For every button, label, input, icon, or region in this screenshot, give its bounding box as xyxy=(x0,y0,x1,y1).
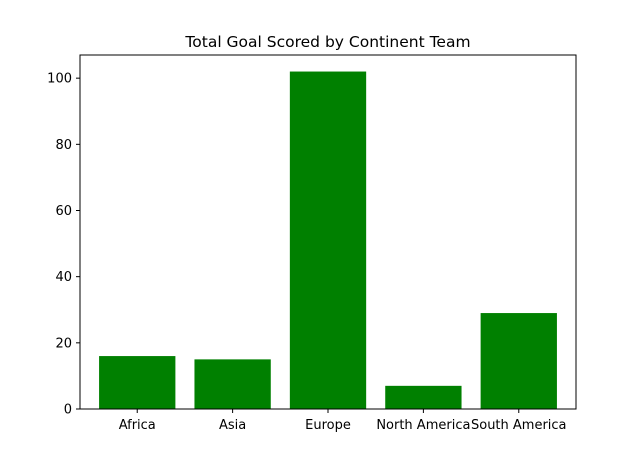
plot-frame xyxy=(79,54,577,410)
y-tick-label: 20 xyxy=(55,336,72,351)
bar-europe xyxy=(289,71,367,409)
y-tick-label: 80 xyxy=(55,138,72,153)
chart-title: Total Goal Scored by Continent Team xyxy=(184,33,470,51)
x-tick-label: Africa xyxy=(119,418,156,433)
y-tick-label: 100 xyxy=(47,72,72,87)
bars-group xyxy=(99,71,557,409)
x-tick-label: Europe xyxy=(305,418,351,433)
bar-asia xyxy=(194,359,271,409)
x-tick-label: Asia xyxy=(219,418,246,433)
y-tick-label: 0 xyxy=(64,403,72,418)
y-axis: 0 20 40 60 80 100 xyxy=(47,72,80,418)
x-axis: Africa Asia Europe North America South Ameri… xyxy=(119,409,567,433)
bar-africa xyxy=(99,356,176,409)
bar-south-america xyxy=(480,313,557,409)
bar-north-america xyxy=(385,385,462,409)
y-tick-label: 60 xyxy=(55,204,72,219)
y-tick-label: 40 xyxy=(55,270,72,285)
x-tick-label: South America xyxy=(471,418,567,433)
x-tick-label: North America xyxy=(376,418,470,433)
